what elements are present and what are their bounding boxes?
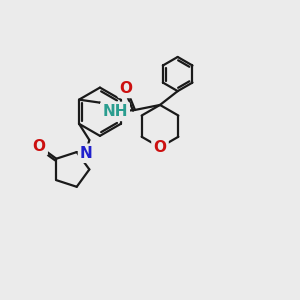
Text: N: N: [80, 146, 93, 161]
Text: O: O: [120, 81, 133, 96]
Text: O: O: [154, 140, 166, 155]
Text: O: O: [33, 139, 46, 154]
Text: NH: NH: [102, 104, 128, 119]
